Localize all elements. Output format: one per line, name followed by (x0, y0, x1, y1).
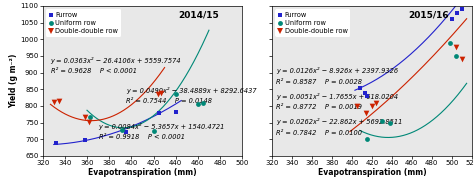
Point (81, 138, 89, 142)
Point (361, 91, 369, 94)
Point (448, 17, 456, 20)
Point (368, 104, 376, 107)
Y-axis label: Yield (g m⁻²): Yield (g m⁻²) (9, 54, 18, 108)
Point (172, 92, 180, 96)
Point (458, 7, 465, 10)
Point (356, 86, 364, 89)
Point (157, 92, 165, 95)
Point (372, 101, 380, 104)
Point (154, 92, 162, 96)
Text: y = 0.0363x² − 26.4106x + 5559.7574: y = 0.0363x² − 26.4106x + 5559.7574 (51, 57, 181, 64)
Point (85, 120, 93, 123)
Point (122, 130, 129, 134)
Point (446, 41, 454, 44)
Point (50, 100, 57, 103)
Point (118, 129, 126, 132)
Point (155, 112, 163, 115)
Text: y = 0.0262x² − 22.862x + 5692.8511: y = 0.0262x² − 22.862x + 5692.8511 (276, 119, 402, 125)
Point (353, 104, 361, 107)
Text: R² = 0.7842    P = 0.0100: R² = 0.7842 P = 0.0100 (276, 130, 362, 136)
Text: R² = 0.9628    P < 0.0001: R² = 0.9628 P < 0.0001 (51, 68, 137, 74)
Point (452, 54, 459, 58)
Point (172, 110, 180, 113)
X-axis label: Evapotranspiration (mm): Evapotranspiration (mm) (88, 168, 197, 176)
Point (458, 58, 465, 61)
Point (150, 129, 157, 133)
Point (55, 99, 63, 103)
Point (87, 115, 94, 118)
Legend: Furrow, Uniform row, Double-double row: Furrow, Uniform row, Double-double row (275, 9, 350, 36)
Point (81, 116, 89, 119)
Point (363, 94, 371, 98)
Point (386, 121, 393, 124)
Text: R² = 0.8587    P = 0.0028: R² = 0.8587 P = 0.0028 (276, 79, 362, 85)
Text: 2015/16: 2015/16 (408, 10, 448, 19)
Legend: Furrow, Uniform row, Double-double row: Furrow, Uniform row, Double-double row (46, 9, 121, 36)
Text: y = 0.0490x² − 38.4889x + 8292.6437: y = 0.0490x² − 38.4889x + 8292.6437 (127, 87, 257, 94)
Text: y = 0.0051x² − 1.7655x + 618.0204: y = 0.0051x² − 1.7655x + 618.0204 (276, 93, 398, 100)
Point (378, 119, 386, 122)
Text: 2014/15: 2014/15 (178, 10, 219, 19)
Text: y = 0.0084x² − 5.3657x + 1540.4721: y = 0.0084x² − 5.3657x + 1540.4721 (99, 123, 225, 130)
Text: R² = 0.9918    P < 0.0001: R² = 0.9918 P < 0.0001 (99, 135, 184, 140)
Text: y = 0.0126x² − 8.926x + 2397.9326: y = 0.0126x² − 8.926x + 2397.9326 (276, 67, 398, 74)
Point (453, 11, 460, 14)
Point (452, 45, 459, 48)
Point (363, 138, 371, 141)
Point (200, 102, 207, 105)
Point (52, 141, 60, 144)
Text: R² = 0.7544    P = 0.0148: R² = 0.7544 P = 0.0148 (127, 98, 212, 105)
Text: R² = 0.8772    P = 0.0019: R² = 0.8772 P = 0.0019 (276, 105, 362, 110)
Point (194, 102, 201, 105)
X-axis label: Evapotranspiration (mm): Evapotranspiration (mm) (318, 168, 426, 176)
Point (362, 111, 370, 114)
